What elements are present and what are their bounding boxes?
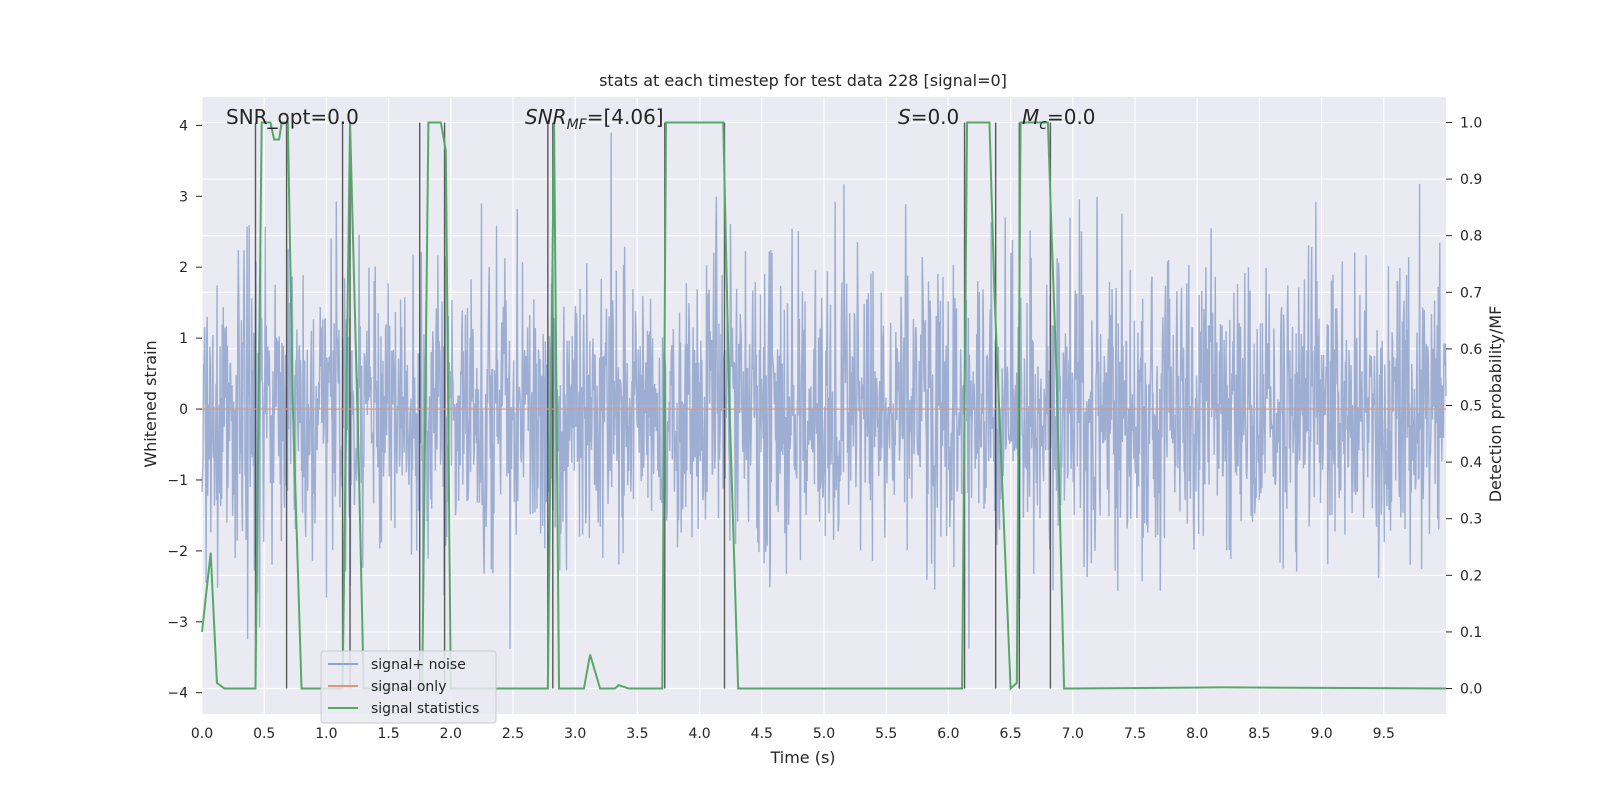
x-tick-label: 2.0 — [440, 726, 462, 742]
y-tick-label: 1 — [179, 331, 188, 347]
x-tick-label: 9.0 — [1310, 726, 1332, 742]
annotation-snr-opt: SNR_opt=0.0 — [226, 105, 359, 129]
x-tick-label: 4.0 — [688, 726, 710, 742]
y2-tick-label: 0.8 — [1460, 229, 1482, 245]
y-tick-label: 4 — [179, 118, 188, 134]
legend-label-signal-noise: signal+ noise — [371, 657, 466, 673]
x-tick-label: 5.0 — [813, 726, 835, 742]
y2-tick-label: 0.2 — [1460, 568, 1482, 584]
signal-statistics-line — [201, 121, 1447, 691]
y-tick-label: −2 — [167, 544, 188, 560]
x-tick-label: 0.5 — [253, 726, 275, 742]
y2-tick-label: 0.6 — [1460, 342, 1482, 358]
x-tick-label: 5.5 — [875, 726, 897, 742]
signal-noise-series — [201, 132, 1447, 649]
y-tick-label: −1 — [167, 473, 188, 489]
x-tick-label: 2.5 — [502, 726, 524, 742]
y2-tick-label: 0.7 — [1460, 285, 1482, 301]
y-tick-label: −3 — [167, 615, 188, 631]
y2-tick-label: 0.0 — [1460, 682, 1482, 698]
legend-label-signal-only: signal only — [371, 679, 446, 695]
y-axis-label: Whitened strain — [141, 340, 160, 467]
x-tick-label: 0.0 — [191, 726, 213, 742]
y2-axis-label: Detection probability/MF — [1486, 306, 1505, 503]
x-tick-label: 9.5 — [1373, 726, 1395, 742]
x-tick-label: 6.0 — [937, 726, 959, 742]
signal-noise-line — [201, 132, 1447, 649]
x-tick-label: 3.5 — [626, 726, 648, 742]
y2-tick-label: 0.4 — [1460, 455, 1482, 471]
y2-tick-label: 0.1 — [1460, 625, 1482, 641]
x-tick-label: 4.5 — [751, 726, 773, 742]
x-axis-label: Time (s) — [769, 748, 835, 767]
x-tick-label: 1.5 — [377, 726, 399, 742]
x-tick-label: 8.0 — [1186, 726, 1208, 742]
x-tick-label: 8.5 — [1248, 726, 1270, 742]
x-tick-label: 7.0 — [1062, 726, 1084, 742]
y2-tick-label: 0.5 — [1460, 399, 1482, 415]
x-axis-ticks: 0.0 0.5 1.0 1.5 2.0 2.5 3.0 3.5 4.0 4.5 5.0 5.5 6.0 6… — [191, 726, 1395, 742]
y2-tick-label: 0.9 — [1460, 172, 1482, 188]
y-axis-ticks: 4 3 2 1 0 −1 −2 −3 −4 — [167, 118, 202, 702]
annotation-mc: Mc=0.0 — [1022, 105, 1096, 133]
y-tick-label: −4 — [167, 686, 188, 702]
y-tick-label: 3 — [179, 189, 188, 205]
legend: signal+ noise signal only signal statist… — [320, 650, 497, 724]
x-tick-label: 6.5 — [999, 726, 1021, 742]
y2-axis-ticks: 1.0 0.9 0.8 0.7 0.6 0.5 0.4 0.3 0.2 0.1 0.0 — [1446, 115, 1482, 698]
y-tick-label: 2 — [179, 260, 188, 276]
y-tick-label: 0 — [179, 402, 188, 418]
signal-statistics-series — [201, 121, 1447, 691]
x-tick-label: 7.5 — [1124, 726, 1146, 742]
annotation-s: S=0.0 — [898, 105, 959, 129]
y2-tick-label: 0.3 — [1460, 512, 1482, 528]
x-tick-label: 1.0 — [315, 726, 337, 742]
chart-title: stats at each timestep for test data 228… — [599, 71, 1007, 90]
legend-box — [320, 650, 497, 724]
y2-tick-label: 1.0 — [1460, 115, 1482, 131]
legend-label-signal-statistics: signal statistics — [371, 701, 479, 717]
x-tick-label: 3.0 — [564, 726, 586, 742]
annotation-snr-mf: SNRMF=[4.06] — [525, 105, 664, 133]
